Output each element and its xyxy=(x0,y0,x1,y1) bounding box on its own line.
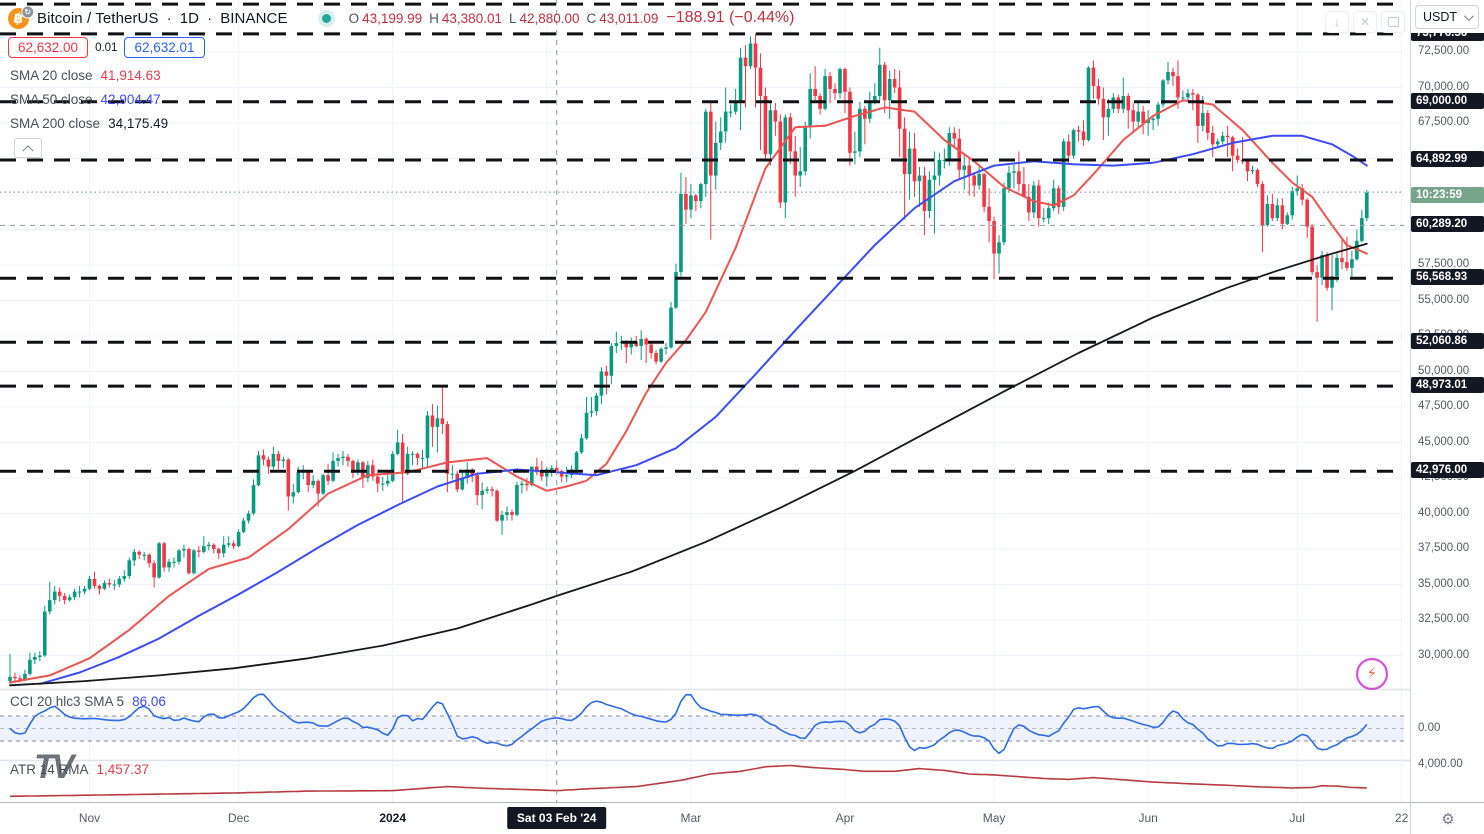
separator-dot: · xyxy=(207,9,213,27)
crosshair-price-label: 60,289.20 xyxy=(1411,216,1484,233)
price-axis-header: USDT xyxy=(1411,0,1484,33)
cci-zero-label: 0.00 xyxy=(1418,721,1441,734)
lightning-icon: ⚡ xyxy=(1366,665,1378,683)
ohlc-key: O xyxy=(348,10,360,26)
time-axis-label: Mar xyxy=(680,811,702,825)
close-pane-button[interactable]: ✕ xyxy=(1353,11,1377,33)
instant-order-button[interactable]: ⚡ xyxy=(1356,658,1388,690)
sma20-value: 41,914.63 xyxy=(100,68,161,83)
ohlc-value: 42,880.00 xyxy=(519,10,580,26)
ohlc-values: O 43,199.99 H 43,380.01 L 42,880.00 C 43,011.09 xyxy=(349,11,659,26)
level-price-label[interactable]: 48,973.01 xyxy=(1411,377,1484,394)
cci-value: 86.06 xyxy=(132,694,166,709)
exchange-label[interactable]: BINANCE xyxy=(220,9,288,27)
price-axis[interactable]: 72,500.00 70,000.00 67,500.00 57,500.00 55,0… xyxy=(1410,0,1484,802)
pane-control-buttons: ↓ ✕ xyxy=(1325,11,1405,33)
time-axis-label: 22 xyxy=(1394,811,1409,825)
price-axis-label: 57,500.00 xyxy=(1418,258,1470,270)
level-price-label[interactable]: 64,892.99 xyxy=(1411,151,1484,168)
interval-label[interactable]: 1D xyxy=(179,9,200,27)
level-price-label[interactable]: 42,976.00 xyxy=(1411,462,1484,479)
price-axis-label: 70,000.00 xyxy=(1418,80,1470,93)
gear-icon: ⚙ xyxy=(1441,810,1455,828)
change-value: −188.91 (−0.44%) xyxy=(666,9,795,26)
price-axis-label: 35,000.00 xyxy=(1418,577,1470,590)
level-price-label[interactable]: 52,060.86 xyxy=(1411,333,1484,350)
price-axis-label: 45,000.00 xyxy=(1418,435,1470,448)
price-chart-canvas[interactable] xyxy=(0,0,1410,802)
ask-button[interactable]: 62,632.01 xyxy=(124,37,205,58)
time-axis-label: Jul xyxy=(1289,811,1305,825)
price-axis-label: 30,000.00 xyxy=(1418,648,1470,661)
atr-legend[interactable]: ATR 14 RMA 1,457.37 xyxy=(10,762,149,777)
axis-settings-corner[interactable]: ⚙ xyxy=(1410,802,1484,834)
time-axis-label: Apr xyxy=(835,811,855,825)
price-axis-label: 67,500.00 xyxy=(1418,116,1470,128)
time-axis-label: Dec xyxy=(227,811,250,825)
ohlc-value: 43,380.01 xyxy=(441,10,502,26)
separator-dot: · xyxy=(166,9,172,27)
price-axis-label: 32,500.00 xyxy=(1418,613,1470,625)
cci-legend[interactable]: CCI 20 hlc3 SMA 5 86.06 xyxy=(10,694,166,709)
time-axis[interactable]: Nov Dec 2024 Mar Apr May Jun Jul 22 Sat 03 Feb '2… xyxy=(0,802,1410,834)
sma50-value: 42,904.47 xyxy=(100,92,161,107)
currency-label: USDT xyxy=(1423,10,1458,24)
switch-symbol-badge-icon: ↻ xyxy=(21,5,35,19)
sma200-legend[interactable]: SMA 200 close 34,175.49 xyxy=(10,116,168,131)
time-axis-label: 2024 xyxy=(379,811,407,825)
symbol-title[interactable]: Bitcoin / TetherUS xyxy=(37,9,159,27)
ohlc-value: 43,199.99 xyxy=(362,10,423,26)
currency-dropdown[interactable]: USDT xyxy=(1415,5,1479,29)
atr-grid-label: 4,000.00 xyxy=(1418,758,1463,770)
tradingview-watermark: TV xyxy=(34,748,74,786)
bar-close-countdown-label: 10:23:59 xyxy=(1411,187,1484,204)
maximize-icon xyxy=(1387,17,1399,27)
time-axis-label: Jun xyxy=(1138,811,1158,825)
price-axis-label: 40,000.00 xyxy=(1418,506,1470,519)
price-axis-label: 37,500.00 xyxy=(1418,542,1470,554)
collapse-legend-button[interactable] xyxy=(14,138,42,158)
bitcoin-logo-icon: ฿ ↻ xyxy=(6,5,35,31)
time-axis-label: May xyxy=(982,811,1006,825)
move-pane-down-button[interactable]: ↓ xyxy=(1325,11,1349,33)
spread-value: 0.01 xyxy=(95,41,118,54)
sma20-legend[interactable]: SMA 20 close 41,914.63 xyxy=(10,68,161,83)
price-axis-label: 50,000.00 xyxy=(1418,364,1470,377)
sma200-value: 34,175.49 xyxy=(108,116,169,131)
cci-label: CCI 20 hlc3 SMA 5 xyxy=(10,694,125,709)
crosshair-date-label: Sat 03 Feb '24 xyxy=(506,807,607,829)
sma50-legend[interactable]: SMA 50 close 42,904.47 xyxy=(10,92,161,107)
market-status-icon[interactable] xyxy=(321,13,331,23)
ohlc-key: H xyxy=(429,10,439,26)
price-axis-label: 55,000.00 xyxy=(1418,293,1470,306)
level-price-label[interactable]: 56,568.93 xyxy=(1411,269,1484,286)
atr-value: 1,457.37 xyxy=(96,762,150,777)
price-axis-label: 47,500.00 xyxy=(1418,400,1470,412)
bid-ask-row: 62,632.00 0.01 62,632.01 xyxy=(8,37,205,58)
sma50-label: SMA 50 close xyxy=(10,92,93,107)
level-price-label[interactable]: 69,000.00 xyxy=(1411,92,1484,109)
sma200-label: SMA 200 close xyxy=(10,116,101,131)
chevron-down-icon xyxy=(1463,10,1474,21)
ohlc-value: 43,011.09 xyxy=(599,10,659,26)
bid-button[interactable]: 62,632.00 xyxy=(8,37,89,58)
time-axis-label: Nov xyxy=(78,811,101,825)
sma20-label: SMA 20 close xyxy=(10,68,93,83)
ohlc-key: C xyxy=(586,10,597,26)
chevron-up-icon xyxy=(22,145,34,157)
price-axis-label: 72,500.00 xyxy=(1418,45,1470,57)
ohlc-key: L xyxy=(508,10,517,26)
atr-label: ATR 14 RMA xyxy=(10,762,89,777)
maximize-pane-button[interactable] xyxy=(1381,11,1405,33)
